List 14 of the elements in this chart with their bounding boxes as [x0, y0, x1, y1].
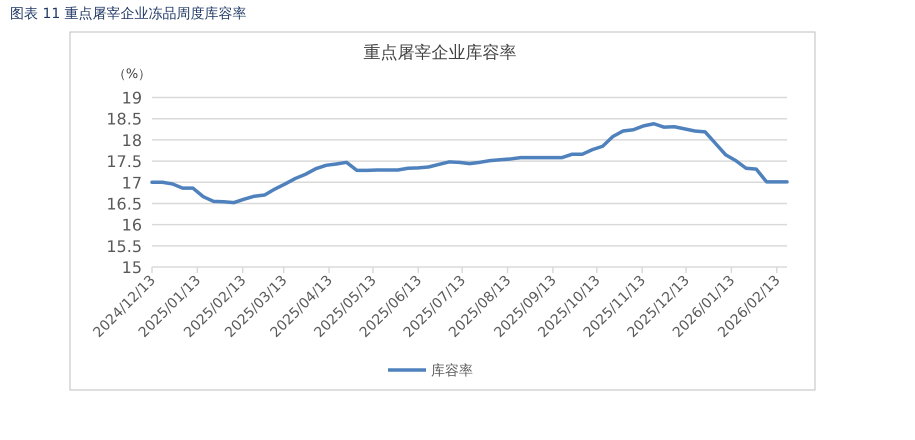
line-series	[150, 122, 789, 204]
chart-title: 图表 11 重点屠宰企业冻品周度库容率	[10, 6, 247, 22]
y-tick-label: 17.5	[106, 152, 142, 172]
legend-label: 库容率	[431, 363, 473, 379]
y-tick-label: 15.5	[106, 236, 142, 256]
y-tick-label: 16	[122, 216, 142, 235]
y-tick-label: 18	[122, 130, 142, 150]
y-tick-label: 16.5	[106, 194, 142, 214]
y-tick-label: 19	[122, 88, 142, 108]
y-tick-label: 17	[122, 173, 142, 192]
y-axis-title: （%）	[112, 67, 152, 82]
y-tick-label: 15	[122, 258, 142, 277]
y-tick-label: 18.5	[106, 110, 142, 129]
chart-subtitle: 重点屠宰企业库容率	[364, 43, 516, 63]
